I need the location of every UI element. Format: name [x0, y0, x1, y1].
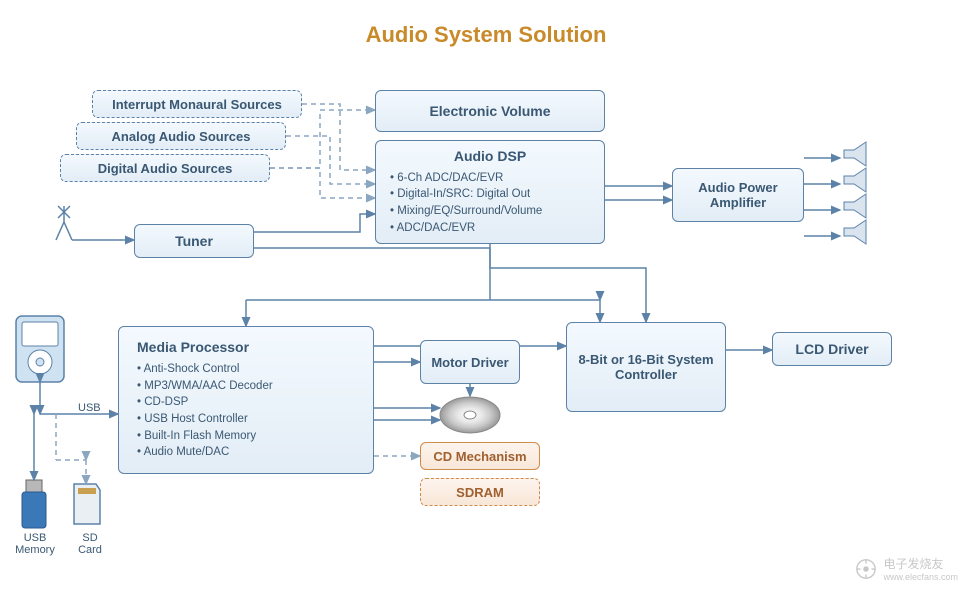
usb-stick-icon [22, 480, 46, 528]
watermark-text: 电子发烧友 [883, 555, 958, 572]
label: Tuner [175, 233, 213, 249]
label: Electronic Volume [429, 103, 550, 119]
mp3-player-icon [16, 316, 64, 382]
logo-icon [855, 558, 877, 580]
watermark: 电子发烧友 www.elecfans.com [855, 555, 958, 582]
label: Audio DSP [454, 148, 526, 164]
block-motor-driver: Motor Driver [420, 340, 520, 384]
label: LCD Driver [795, 341, 868, 357]
usb-label: USB [78, 402, 101, 414]
block-sdram: SDRAM [420, 478, 540, 506]
bullet: 6-Ch ADC/DAC/EVR [390, 170, 542, 187]
usb-memory-label: USB Memory [8, 532, 62, 556]
bullet: Anti-Shock Control [137, 361, 273, 378]
bullet: ADC/DAC/EVR [390, 220, 542, 237]
label: Media Processor [137, 339, 249, 355]
bullet: Audio Mute/DAC [137, 444, 273, 461]
label: Audio Power Amplifier [681, 180, 795, 210]
bullet: MP3/WMA/AAC Decoder [137, 378, 273, 395]
block-audio-amp: Audio Power Amplifier [672, 168, 804, 222]
bullet: Built-In Flash Memory [137, 428, 273, 445]
block-analog-sources: Analog Audio Sources [76, 122, 286, 150]
block-lcd-driver: LCD Driver [772, 332, 892, 366]
block-media-processor: Media Processor Anti-Shock Control MP3/W… [118, 326, 374, 474]
block-cd-mechanism: CD Mechanism [420, 442, 540, 470]
watermark-url: www.elecfans.com [883, 572, 958, 582]
label: Motor Driver [431, 355, 508, 370]
label: Analog Audio Sources [112, 129, 251, 144]
page-title: Audio System Solution [0, 22, 972, 48]
cd-disc-icon [440, 397, 500, 433]
bullet: CD-DSP [137, 394, 273, 411]
block-electronic-volume: Electronic Volume [375, 90, 605, 132]
block-interrupt-sources: Interrupt Monaural Sources [92, 90, 302, 118]
speaker-icon [844, 142, 866, 244]
label: SDRAM [456, 485, 504, 500]
sd-card-label: SD Card [70, 532, 110, 556]
bullet: Mixing/EQ/Surround/Volume [390, 203, 542, 220]
bullet: Digital-In/SRC: Digital Out [390, 186, 542, 203]
bullet: USB Host Controller [137, 411, 273, 428]
block-digital-sources: Digital Audio Sources [60, 154, 270, 182]
label: Interrupt Monaural Sources [112, 97, 282, 112]
label: 8-Bit or 16-Bit System Controller [575, 352, 717, 382]
bullet-list: Anti-Shock Control MP3/WMA/AAC Decoder C… [137, 361, 273, 461]
block-tuner: Tuner [134, 224, 254, 258]
label: CD Mechanism [433, 449, 526, 464]
block-system-controller: 8-Bit or 16-Bit System Controller [566, 322, 726, 412]
bullet-list: 6-Ch ADC/DAC/EVR Digital-In/SRC: Digital… [390, 170, 542, 237]
sd-card-icon [74, 484, 100, 524]
block-audio-dsp: Audio DSP 6-Ch ADC/DAC/EVR Digital-In/SR… [375, 140, 605, 244]
label: Digital Audio Sources [98, 161, 233, 176]
